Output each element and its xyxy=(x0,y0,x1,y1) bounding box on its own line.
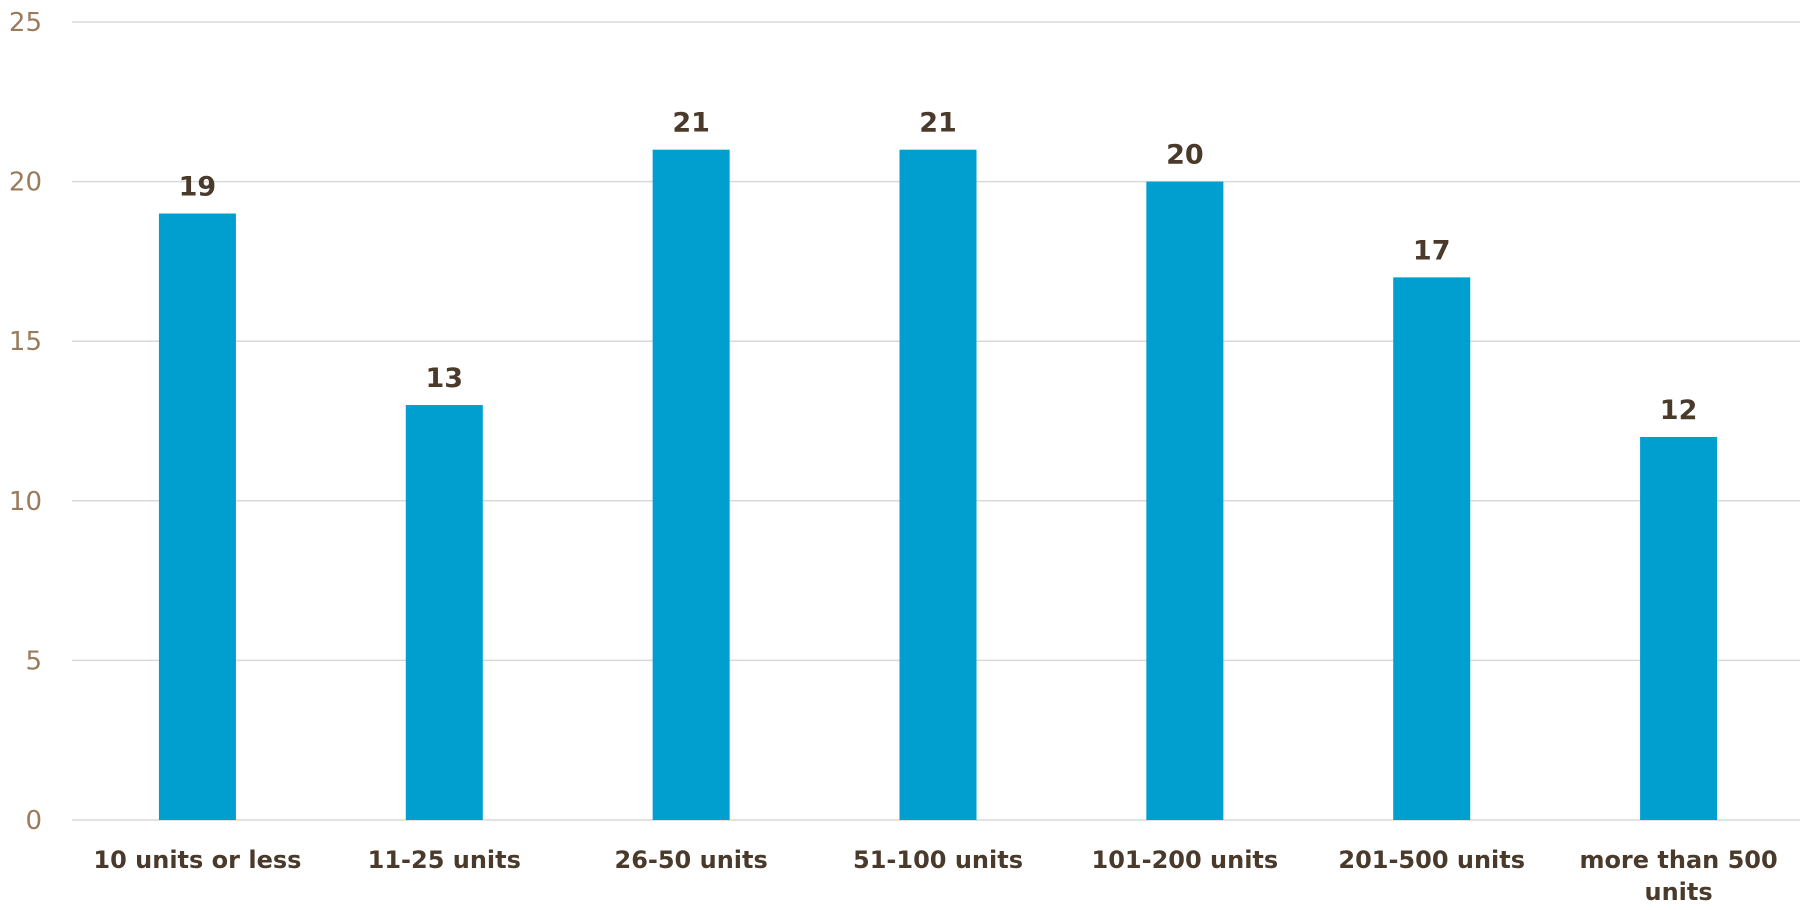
x-tick-label: 26-50 units xyxy=(615,846,768,874)
data-label: 21 xyxy=(672,108,710,139)
bar xyxy=(652,149,730,820)
data-labels: 19 13 21 21 20 17 12 xyxy=(179,108,1698,426)
bar xyxy=(899,149,977,820)
x-tick-label: 10 units or less xyxy=(93,846,301,874)
y-tick-label: 10 xyxy=(9,487,42,517)
x-tick-label: 101-200 units xyxy=(1092,846,1279,874)
x-tick-label: 51-100 units xyxy=(853,846,1023,874)
y-tick-label: 20 xyxy=(9,168,42,198)
bars xyxy=(158,149,1718,821)
y-tick-label: 5 xyxy=(25,646,42,676)
data-label: 20 xyxy=(1166,140,1204,171)
y-tick-label: 25 xyxy=(9,8,42,38)
bar xyxy=(1393,277,1471,820)
y-axis-tick-labels: 0 5 10 15 20 25 xyxy=(9,8,42,836)
x-axis-category-labels: 10 units or less 11-25 units 26-50 units 51… xyxy=(93,846,1777,906)
data-label: 21 xyxy=(919,108,957,139)
x-tick-label: more than 500 units xyxy=(1579,846,1777,906)
data-label: 13 xyxy=(425,363,463,394)
bar xyxy=(405,405,483,820)
bar xyxy=(1146,181,1224,821)
x-tick-label: 201-500 units xyxy=(1338,846,1525,874)
data-label: 12 xyxy=(1660,395,1698,426)
y-tick-label: 0 xyxy=(25,806,42,836)
bar xyxy=(1640,436,1718,820)
y-tick-label: 15 xyxy=(9,327,42,357)
data-label: 19 xyxy=(179,172,217,203)
data-label: 17 xyxy=(1413,235,1451,266)
x-tick-label: 11-25 units xyxy=(368,846,521,874)
bar xyxy=(158,213,236,820)
